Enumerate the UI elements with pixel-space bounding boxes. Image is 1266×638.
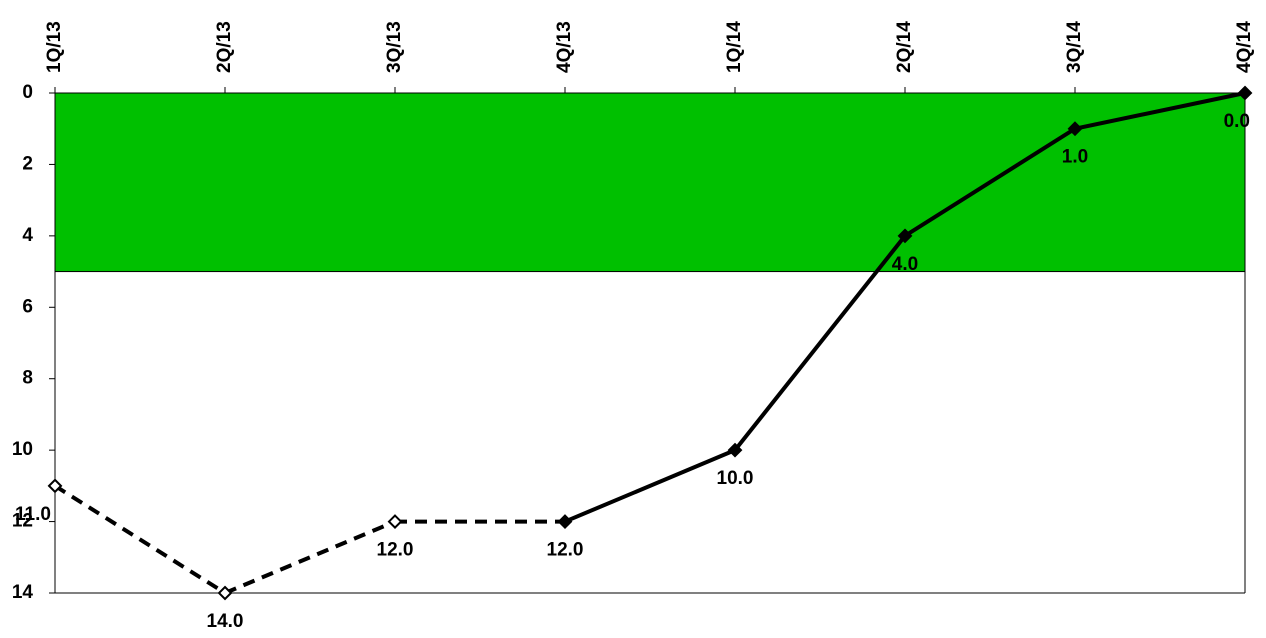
data-label: 11.0 [15,504,51,525]
data-point [387,514,403,529]
target-band [54,92,1246,273]
y-tick-label: 2 [22,153,33,174]
data-label: 1.0 [1062,147,1088,168]
data-label: 4.0 [892,254,918,275]
x-tick-label: 4Q/14 [1234,21,1255,73]
y-tick-label: 6 [22,296,33,317]
data-label: 10.0 [717,468,754,489]
series-segment-dashed [53,484,227,595]
data-label: 0.0 [1224,111,1250,132]
series-segment-solid [564,448,736,524]
data-point [217,585,233,601]
data-point [557,514,573,529]
y-tick-label: 8 [22,368,33,389]
data-label: 12.0 [547,540,584,561]
x-ticks: 1Q/13 2Q/13 3Q/13 4Q/13 1Q/14 2Q/14 3Q/14 4Q/14 [44,21,1255,93]
y-ticks: 0 2 4 6 8 10 12 14 [12,82,55,603]
data-point [897,228,913,244]
series-lines [53,91,1246,595]
data-label: 14.0 [207,611,244,632]
x-tick-label: 1Q/14 [724,21,745,73]
data-point [47,478,63,494]
y-tick-label: 4 [22,225,33,246]
x-tick-label: 3Q/14 [1064,21,1085,73]
x-tick-label: 2Q/14 [894,21,915,73]
series-segment-solid [733,234,907,452]
series-segment-solid [1074,91,1246,131]
data-point [727,442,743,458]
x-tick-label: 2Q/13 [214,21,235,73]
data-points [47,85,1253,601]
x-tick-label: 4Q/13 [554,21,575,73]
x-tick-label: 1Q/13 [44,21,65,73]
data-label: 12.0 [377,540,414,561]
series-segment-dashed [224,519,396,595]
data-point [1237,85,1253,101]
data-point [1067,121,1083,137]
y-tick-label: 10 [12,439,33,460]
data-labels: 11.0 14.0 12.0 12.0 10.0 4.0 1.0 0.0 [15,111,1250,632]
y-tick-label: 0 [22,82,33,103]
series-segment-solid [903,127,1077,238]
x-tick-label: 3Q/13 [384,21,405,73]
y-tick-label: 14 [12,582,34,603]
y-tick-label: 12 [12,511,33,532]
